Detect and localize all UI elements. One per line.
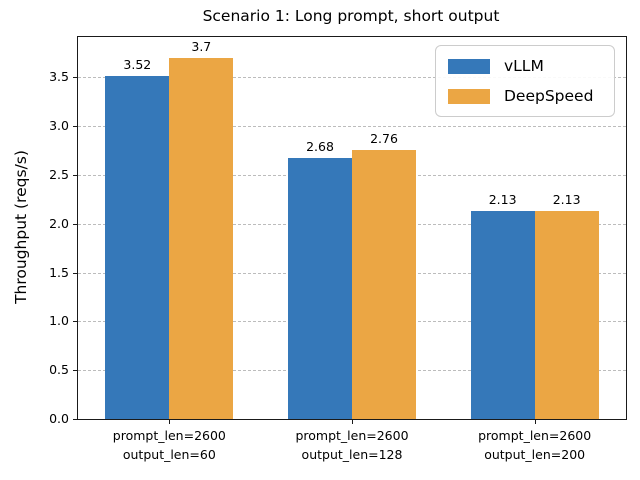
chart-title: Scenario 1: Long prompt, short output [202, 7, 500, 25]
y-tick-mark-1.0 [73, 321, 78, 323]
legend-entry-vllm: vLLM [448, 57, 600, 75]
y-tick-label-3.5: 3.5 [49, 69, 69, 85]
y-tick-mark-3.0 [73, 126, 78, 128]
y-tick-label-0.0: 0.0 [49, 411, 69, 426]
y-tick-mark-1.5 [73, 272, 78, 274]
bar-vllm-1 [288, 157, 352, 419]
legend-label-deepspeed: DeepSpeed [504, 87, 594, 105]
legend-swatch-deepspeed [448, 88, 490, 104]
y-tick-mark-0.5 [73, 370, 78, 372]
y-tick-label-3.0: 3.0 [49, 118, 69, 134]
bar-value-label-vllm-2: 2.13 [488, 192, 517, 208]
y-tick-mark-2.5 [73, 175, 78, 177]
gridline-y-3.0 [78, 126, 626, 128]
y-tick-label-0.5: 0.5 [49, 362, 69, 378]
y-tick-label-2.0: 2.0 [49, 215, 69, 231]
bar-deepspeed-2 [534, 211, 599, 419]
bar-deepspeed-0 [169, 57, 234, 419]
bar-value-label-vllm-1: 2.68 [306, 138, 334, 154]
legend-entry-deepspeed: DeepSpeed [448, 87, 600, 105]
x-tick-mark-0 [169, 419, 171, 424]
bar-value-label-deepspeed-2: 2.13 [552, 192, 581, 208]
y-tick-label-1.5: 1.5 [49, 264, 69, 280]
y-tick-mark-3.5 [73, 77, 78, 79]
legend-label-vllm: vLLM [504, 57, 544, 75]
x-tick-label-0: prompt_len=2600 output_len=60 [112, 428, 226, 463]
bar-value-label-deepspeed-1: 2.76 [370, 130, 398, 146]
bar-value-label-deepspeed-0: 3.7 [191, 38, 212, 54]
y-tick-label-1.0: 1.0 [49, 313, 69, 329]
bar-value-label-vllm-0: 3.52 [123, 56, 152, 72]
legend: vLLM DeepSpeed [435, 45, 615, 117]
x-tick-mark-1 [352, 419, 353, 424]
bar-vllm-2 [470, 211, 535, 419]
gridline-y-3.5 [78, 77, 626, 79]
x-tick-label-2: prompt_len=2600 output_len=200 [478, 428, 592, 463]
y-tick-mark-2.0 [73, 223, 78, 225]
y-tick-label-2.5: 2.5 [49, 167, 69, 183]
y-tick-mark-0.0 [73, 419, 78, 420]
y-axis-label: Throughput (reqs/s) [12, 150, 30, 304]
plot-area: vLLM DeepSpeed 0.0 0.5 1.0 1.5 2.0 2.5 3.0 3.5 p… [49, 36, 627, 462]
bar-vllm-0 [105, 75, 170, 419]
legend-swatch-vllm [448, 58, 490, 74]
bar-deepspeed-1 [352, 149, 416, 419]
x-tick-mark-2 [534, 419, 536, 424]
x-tick-label-1: prompt_len=2600 output_len=128 [295, 428, 409, 463]
